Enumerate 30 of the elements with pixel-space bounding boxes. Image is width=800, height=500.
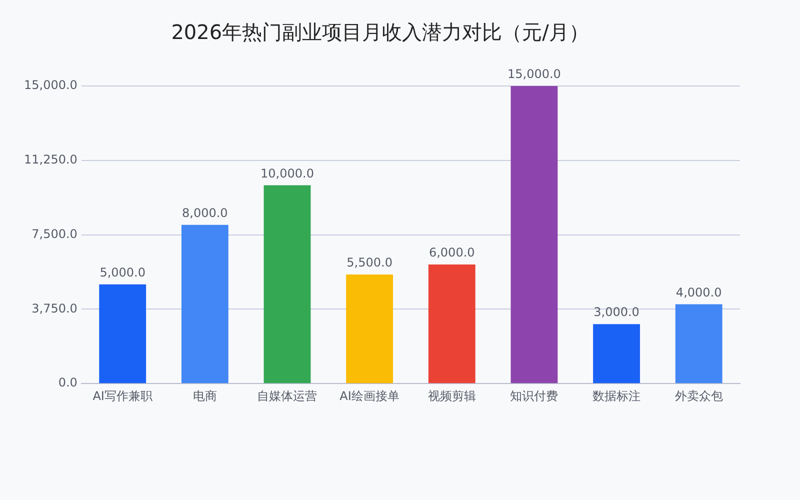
x-tick-label: 电商 — [192, 388, 217, 403]
bar — [428, 264, 476, 384]
bar — [264, 185, 311, 384]
data-label: 5,000.0 — [100, 266, 146, 280]
data-label: 15,000.0 — [507, 67, 561, 82]
data-label: 10,000.0 — [260, 166, 314, 180]
x-tick-label: 数据标注 — [592, 388, 641, 403]
y-tick-label: 3,750.0 — [32, 301, 78, 316]
data-label: 3,000.0 — [594, 305, 640, 320]
bar — [99, 284, 146, 384]
y-tick-label: 7,500.0 — [32, 226, 78, 241]
y-tick-label: 15,000.0 — [24, 78, 78, 92]
bar — [593, 324, 640, 384]
x-tick-label: AI写作兼职 — [92, 388, 152, 403]
y-tick-label: 0.0 — [58, 376, 78, 390]
data-label: 5,500.0 — [346, 256, 392, 270]
y-tick-label: 11,250.0 — [24, 152, 78, 167]
x-tick-label: 自媒体运营 — [257, 388, 318, 403]
data-label: 8,000.0 — [182, 206, 228, 220]
bar — [675, 304, 722, 384]
bar — [510, 86, 558, 384]
data-label: 6,000.0 — [428, 246, 475, 260]
chart-title: 2026年热门副业项目月收入潜力对比（元/月） — [171, 20, 589, 44]
bar — [181, 224, 228, 384]
bar — [346, 274, 394, 384]
x-tick-label: 外卖众包 — [674, 388, 723, 403]
data-label: 4,000.0 — [676, 285, 722, 300]
x-tick-label: 知识付费 — [510, 388, 558, 403]
x-tick-label: AI绘画接单 — [340, 388, 400, 403]
x-tick-label: 视频剪辑 — [428, 388, 476, 403]
